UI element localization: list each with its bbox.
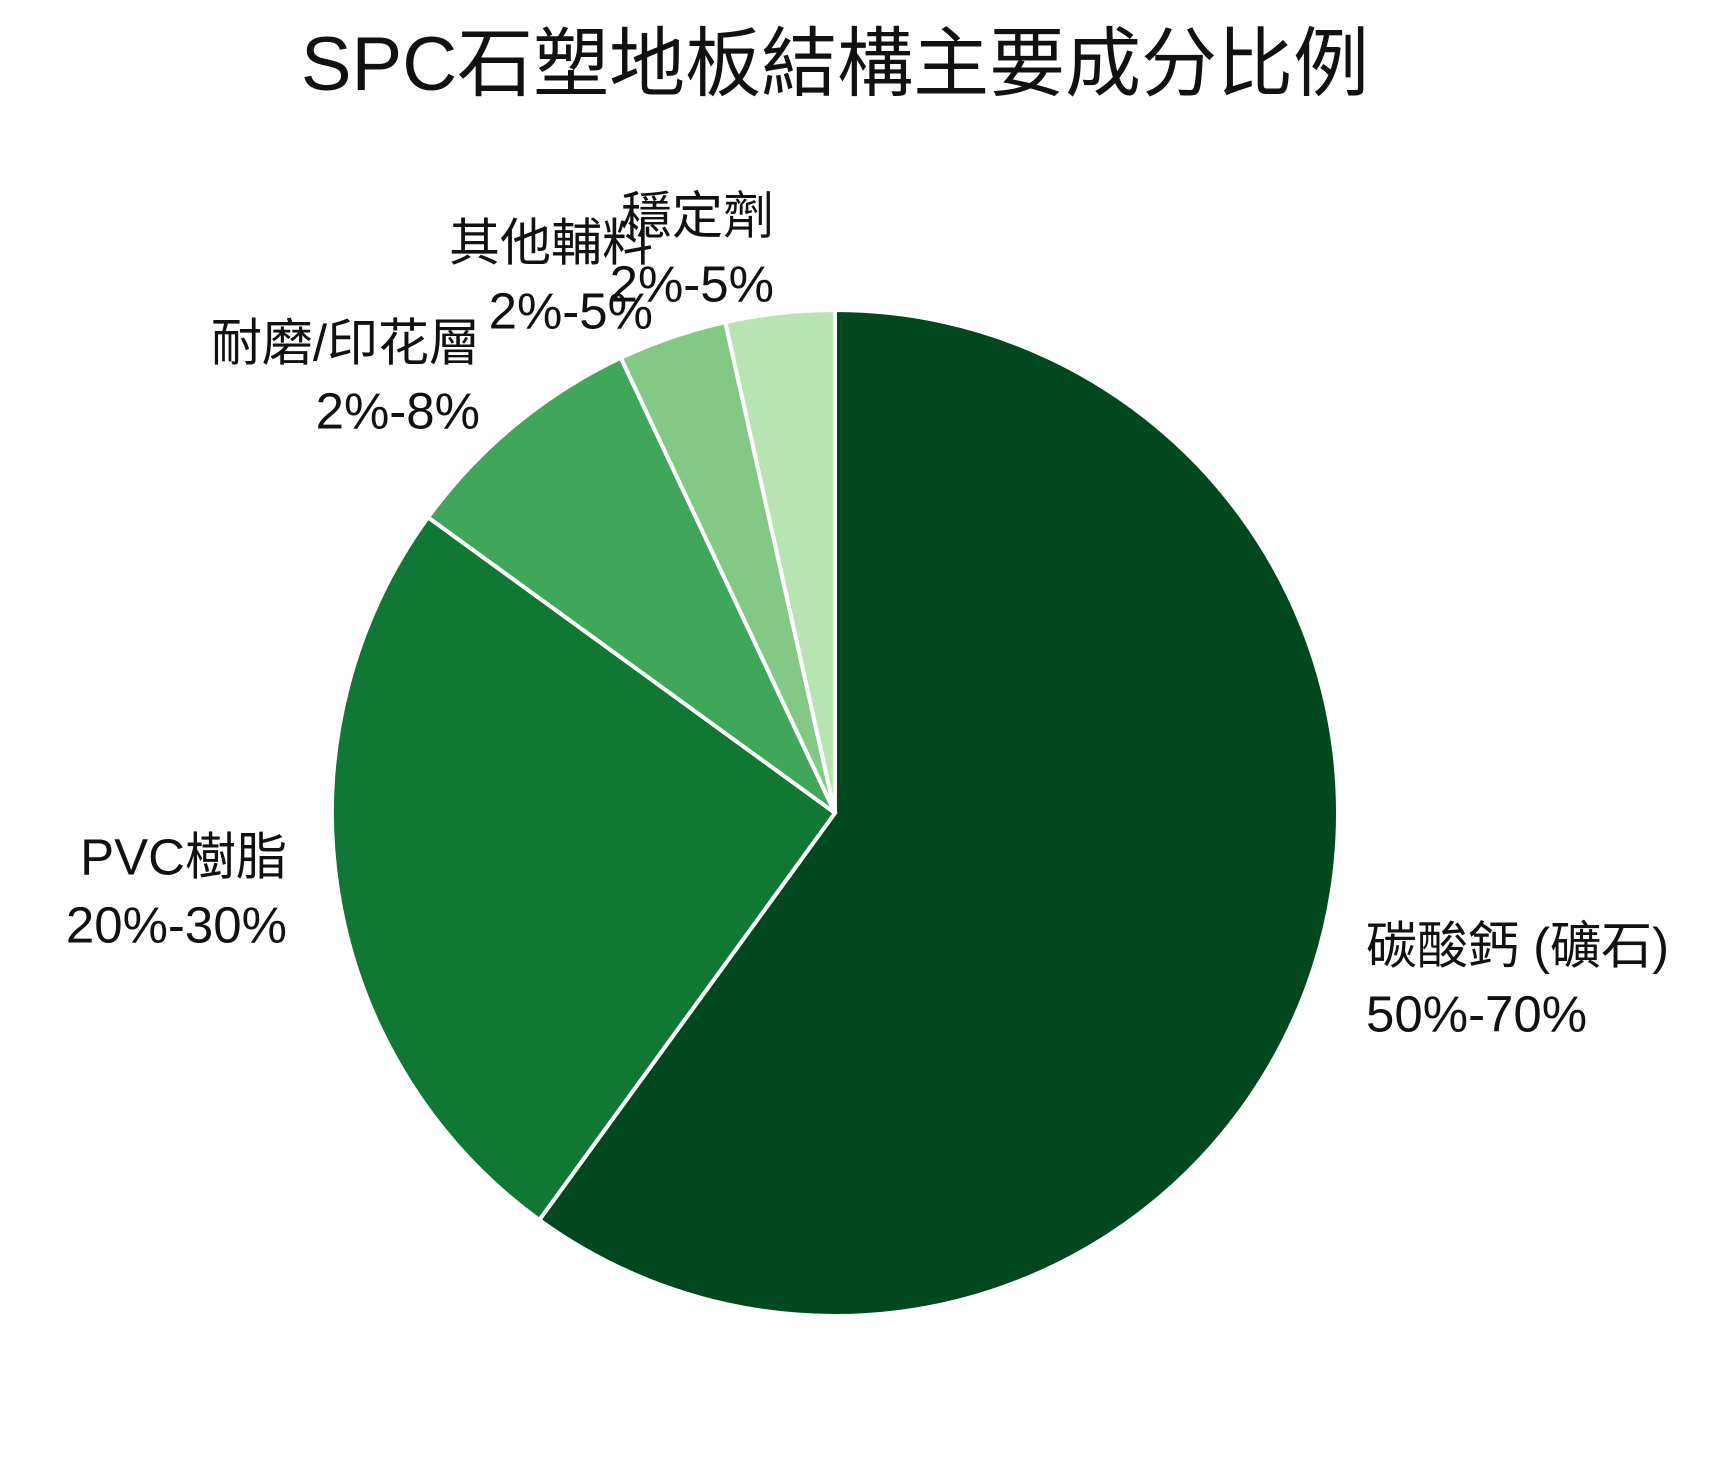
pie-slice xyxy=(330,514,838,1223)
slice-range-label: 50%-70% xyxy=(1366,985,1587,1042)
slice-range-label: 2%-8% xyxy=(316,382,480,439)
slice-label: PVC樹脂 xyxy=(80,828,287,885)
slice-range-label: 20%-30% xyxy=(66,896,287,953)
chart-title: SPC石塑地板結構主要成分比例 xyxy=(301,22,1369,107)
slice-label: 其他輔料 xyxy=(449,214,653,271)
pie-slice xyxy=(722,307,837,814)
slice-label: 碳酸鈣 (礦石) xyxy=(1366,917,1669,974)
pie-slice xyxy=(536,307,1340,1318)
pie-slice xyxy=(425,355,837,815)
slice-range-label: 2%-5% xyxy=(489,282,653,339)
slice-range-label: 2%-5% xyxy=(610,255,774,312)
slice-label: 耐磨/印花層 xyxy=(211,314,480,371)
slice-label: 穩定劑 xyxy=(621,187,774,244)
